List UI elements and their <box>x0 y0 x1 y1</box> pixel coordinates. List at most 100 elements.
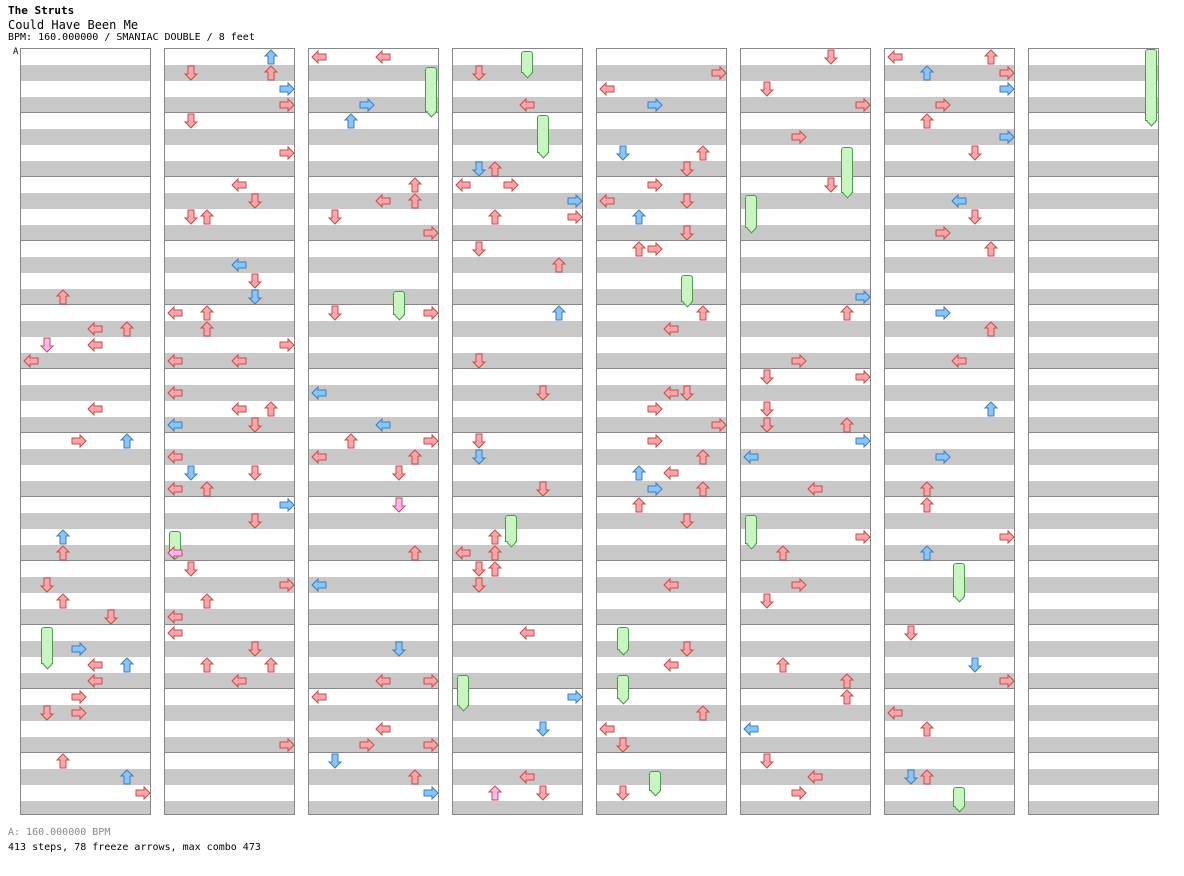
step-arrow <box>407 769 423 785</box>
step-arrow <box>87 337 103 353</box>
step-arrow <box>759 593 775 609</box>
step-arrow <box>279 737 295 753</box>
step-arrow <box>391 641 407 657</box>
step-arrow <box>631 497 647 513</box>
step-arrow <box>375 721 391 737</box>
freeze-arrow <box>41 627 53 664</box>
step-arrow <box>535 481 551 497</box>
step-arrow <box>311 449 327 465</box>
step-arrow <box>999 529 1015 545</box>
step-arrow <box>695 145 711 161</box>
chart-column <box>884 48 1015 815</box>
step-arrow <box>999 129 1015 145</box>
freeze-arrow <box>649 771 661 791</box>
step-arrow <box>167 449 183 465</box>
freeze-arrow <box>521 51 533 73</box>
step-arrow <box>87 321 103 337</box>
step-arrow <box>167 385 183 401</box>
step-arrow <box>183 209 199 225</box>
step-arrow <box>887 49 903 65</box>
step-arrow <box>279 497 295 513</box>
song-title: Could Have Been Me <box>8 18 139 32</box>
step-arrow <box>823 49 839 65</box>
step-arrow <box>359 97 375 113</box>
step-arrow <box>935 449 951 465</box>
step-arrow <box>247 273 263 289</box>
step-arrow <box>247 193 263 209</box>
step-arrow <box>791 129 807 145</box>
step-arrow <box>55 289 71 305</box>
step-arrow <box>999 673 1015 689</box>
step-arrow <box>759 369 775 385</box>
step-arrow <box>39 337 55 353</box>
step-arrow <box>263 65 279 81</box>
step-arrow <box>71 433 87 449</box>
step-arrow <box>455 545 471 561</box>
step-arrow <box>535 785 551 801</box>
step-arrow <box>327 209 343 225</box>
step-arrow <box>999 81 1015 97</box>
step-arrow <box>183 465 199 481</box>
step-arrow <box>263 657 279 673</box>
step-arrow <box>951 353 967 369</box>
step-arrow <box>839 305 855 321</box>
step-arrow <box>327 753 343 769</box>
step-arrow <box>807 769 823 785</box>
step-arrow <box>519 97 535 113</box>
step-arrow <box>39 705 55 721</box>
step-arrow <box>759 81 775 97</box>
step-arrow <box>679 225 695 241</box>
step-arrow <box>119 657 135 673</box>
step-arrow <box>39 577 55 593</box>
step-arrow <box>359 737 375 753</box>
step-arrow <box>487 785 503 801</box>
step-arrow <box>679 641 695 657</box>
step-arrow <box>919 481 935 497</box>
step-arrow <box>663 465 679 481</box>
step-arrow <box>919 113 935 129</box>
step-arrow <box>855 289 871 305</box>
step-arrow <box>631 465 647 481</box>
step-arrow <box>631 209 647 225</box>
step-arrow <box>311 49 327 65</box>
step-arrow <box>279 337 295 353</box>
step-arrow <box>199 593 215 609</box>
step-arrow <box>567 209 583 225</box>
step-arrow <box>839 417 855 433</box>
step-arrow <box>247 641 263 657</box>
step-arrow <box>887 705 903 721</box>
step-arrow <box>567 193 583 209</box>
step-arrow <box>599 193 615 209</box>
step-arrow <box>919 721 935 737</box>
step-arrow <box>599 81 615 97</box>
freeze-arrow <box>537 115 549 153</box>
freeze-arrow <box>425 67 437 112</box>
step-arrow <box>375 193 391 209</box>
step-arrow <box>855 97 871 113</box>
step-arrow <box>535 721 551 737</box>
step-arrow <box>391 465 407 481</box>
step-arrow <box>167 545 183 561</box>
step-arrow <box>615 145 631 161</box>
step-arrow <box>791 577 807 593</box>
step-arrow <box>343 113 359 129</box>
step-arrow <box>983 401 999 417</box>
step-arrow <box>375 49 391 65</box>
chart-column <box>740 48 871 815</box>
step-arrow <box>775 545 791 561</box>
step-arrow <box>919 65 935 81</box>
step-arrow <box>519 769 535 785</box>
step-stats: 413 steps, 78 freeze arrows, max combo 4… <box>8 842 261 853</box>
step-arrow <box>919 769 935 785</box>
step-arrow <box>87 401 103 417</box>
freeze-arrow <box>393 291 405 315</box>
step-arrow <box>471 433 487 449</box>
step-arrow <box>231 177 247 193</box>
step-arrow <box>695 305 711 321</box>
step-arrow <box>103 609 119 625</box>
step-arrow <box>375 673 391 689</box>
step-arrow <box>471 65 487 81</box>
chart-header: The Struts Could Have Been Me BPM: 160.0… <box>8 4 255 44</box>
step-arrow <box>711 65 727 81</box>
step-arrow <box>647 481 663 497</box>
